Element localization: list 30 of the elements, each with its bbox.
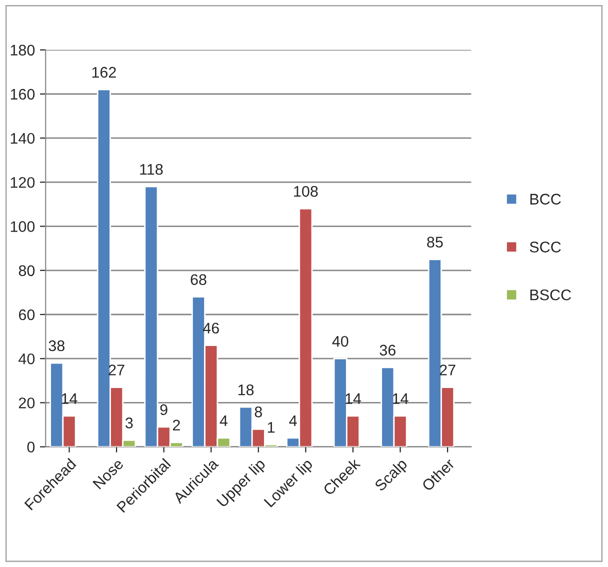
- y-tick-label: 40: [18, 353, 35, 364]
- data-label: 1: [268, 422, 275, 433]
- data-label: 36: [380, 344, 396, 356]
- data-label: 4: [220, 415, 228, 426]
- legend-label: SCC: [530, 242, 561, 252]
- data-label: 3: [125, 418, 133, 428]
- y-tick-label: 80: [18, 265, 35, 276]
- data-label: 2: [172, 420, 180, 430]
- data-label: 108: [294, 186, 318, 197]
- y-tick-label: 120: [10, 177, 35, 188]
- y-tick-label: 20: [18, 398, 35, 408]
- data-label: 18: [238, 384, 254, 396]
- data-label: 162: [92, 66, 116, 78]
- data-label: 85: [427, 236, 443, 248]
- data-label: 14: [392, 393, 408, 404]
- y-tick-label: 0: [27, 442, 35, 452]
- data-label: 4: [289, 415, 297, 426]
- y-tick-label: 100: [10, 221, 35, 232]
- y-tick-label: 160: [10, 88, 35, 100]
- y-tick-label: 60: [18, 309, 35, 320]
- legend-label: BCC: [530, 194, 561, 205]
- data-label: 40: [332, 336, 348, 347]
- legend-label: BSCC: [530, 289, 572, 300]
- data-label: 9: [160, 404, 168, 416]
- data-label: 118: [140, 164, 163, 175]
- y-tick-label: 180: [10, 44, 35, 56]
- data-label: 38: [48, 340, 64, 352]
- data-label: 68: [190, 274, 206, 286]
- y-tick-label: 140: [10, 132, 35, 144]
- data-label: 8: [254, 406, 262, 418]
